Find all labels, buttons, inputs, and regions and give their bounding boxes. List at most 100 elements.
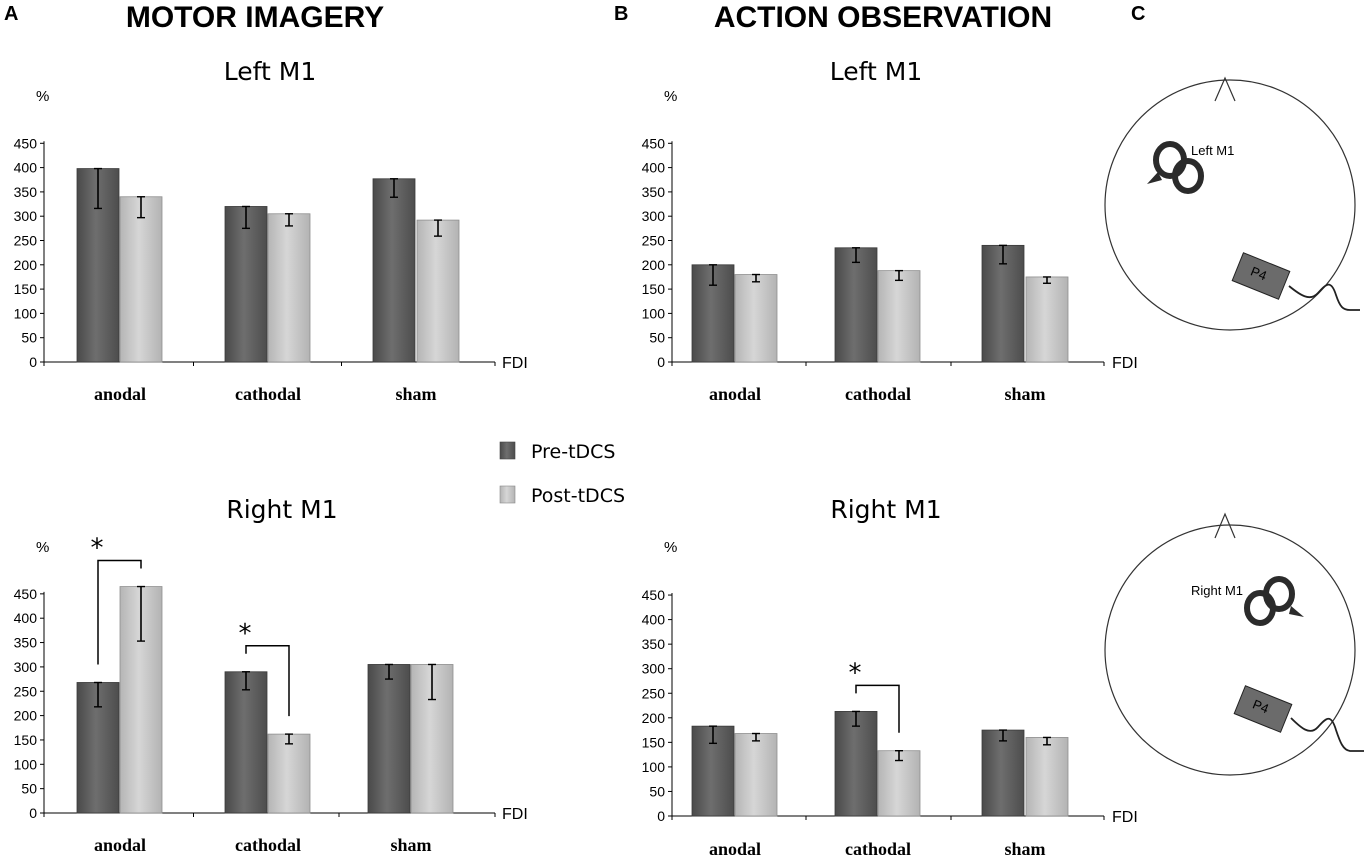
legend-swatch-pre [499,441,516,460]
category-label-cathodal: cathodal [235,384,301,404]
bar-pre-cathodal [834,711,878,817]
chart-title: Right M1 [226,495,337,524]
y-tick-label: 300 [642,208,666,224]
y-tick-label: 50 [21,781,37,797]
y-tick-label: 100 [642,759,666,775]
head-outline [1104,524,1356,776]
tms-coil-icon [1147,141,1204,194]
y-tick-label: 50 [21,330,37,346]
category-label-cathodal: cathodal [235,835,301,855]
y-tick-label: 200 [14,708,38,724]
head-diagram-left-m1: Left M1 P4 [1104,76,1360,331]
y-tick-label: 300 [642,661,666,677]
y-tick-label: 0 [657,808,665,824]
electrode-label-p4-bottom: P4 [1251,697,1271,717]
y-tick-label: 350 [14,635,38,651]
head-diagram-right-m1: Right M1 P4 [1104,512,1364,776]
electrode-p4-icon: P4 [1233,685,1293,733]
section-title-motor-imagery: MOTOR IMAGERY [126,1,384,34]
y-tick-label: 350 [642,184,666,200]
y-tick-label: 100 [14,756,38,772]
panel-letter-b: B [614,3,628,25]
y-axis-label: % [36,539,49,556]
chart-action-observation-right-m1: Right M1% 0 50 100 150 200 250 300 350 400 450 FDI a… [642,495,1138,858]
bar-post-cathodal [877,270,921,363]
bar-post-sham [1025,737,1069,817]
head-outline [1104,79,1356,331]
legend-label-post: Post-tDCS [531,485,625,507]
category-label-sham: sham [395,384,436,404]
bar-pre-cathodal [224,671,268,814]
y-tick-label: 350 [14,184,38,200]
y-tick-label: 150 [642,734,666,750]
y-tick-label: 0 [29,805,37,821]
x-axis-label: FDI [502,355,528,372]
significance-star: * [91,534,104,564]
y-tick-label: 150 [14,281,38,297]
chart-action-observation-left-m1: Left M1% 0 50 100 150 200 250 300 350 400 450 FDI an… [642,57,1138,404]
bar-post-anodal [119,196,163,363]
legend: Pre-tDCS Post-tDCS [499,441,625,507]
coil-label-right-m1: Right M1 [1191,583,1243,598]
y-axis-label: % [664,88,677,105]
chart-title: Left M1 [224,57,316,86]
bar-post-anodal [734,733,778,817]
y-tick-label: 300 [14,659,38,675]
y-tick-label: 400 [14,160,38,176]
x-axis-label: FDI [1112,355,1138,372]
bar-pre-sham [372,178,416,363]
significance-bracket [97,559,142,665]
electrode-wire-icon [1290,717,1364,752]
category-label-anodal: anodal [709,839,761,858]
y-tick-label: 50 [649,783,665,799]
category-label-anodal: anodal [709,384,761,404]
legend-label-pre: Pre-tDCS [531,441,615,463]
tms-coil-icon [1244,576,1304,626]
y-tick-label: 350 [642,636,666,652]
bar-post-anodal [734,274,778,363]
y-tick-label: 100 [14,305,38,321]
y-tick-label: 250 [642,685,666,701]
y-tick-label: 400 [14,610,38,626]
y-tick-label: 100 [642,305,666,321]
chart-title: Right M1 [830,495,941,524]
electrode-wire-icon [1288,283,1360,311]
electrode-label-p4-top: P4 [1249,264,1269,284]
category-label-sham: sham [390,835,431,855]
significance-bracket [245,645,290,717]
bar-pre-sham [981,729,1025,817]
category-label-sham: sham [1004,384,1045,404]
y-tick-label: 450 [642,135,666,151]
bar-pre-cathodal [834,247,878,363]
chart-title: Left M1 [830,57,922,86]
y-tick-label: 450 [14,135,38,151]
significance-bracket [855,684,900,733]
bar-pre-sham [367,664,411,814]
y-tick-label: 50 [649,330,665,346]
category-label-sham: sham [1004,839,1045,858]
y-tick-label: 450 [642,587,666,603]
category-label-anodal: anodal [94,384,146,404]
chart-motor-imagery-left-m1: Left M1% 0 50 100 150 200 250 300 350 400 450 FDI an… [14,57,528,404]
legend-swatch-post [499,485,516,504]
y-tick-label: 250 [642,233,666,249]
significance-star: * [849,658,862,688]
y-tick-label: 400 [642,612,666,628]
category-label-anodal: anodal [94,835,146,855]
y-axis-label: % [36,88,49,105]
section-title-action-observation: ACTION OBSERVATION [714,1,1052,34]
y-axis-label: % [664,539,677,556]
y-tick-label: 300 [14,208,38,224]
category-label-cathodal: cathodal [845,839,911,858]
panel-letter-a: A [4,3,18,25]
significance-star: * [239,619,252,649]
nose-icon [1214,76,1236,102]
chart-motor-imagery-right-m1: Right M1% 0 50 100 150 200 250 300 350 400 450 FDI a… [14,495,528,855]
y-tick-label: 200 [642,257,666,273]
y-tick-label: 0 [29,354,37,370]
coil-label-left-m1: Left M1 [1191,143,1234,158]
y-tick-label: 150 [14,732,38,748]
category-label-cathodal: cathodal [845,384,911,404]
y-tick-label: 200 [14,257,38,273]
